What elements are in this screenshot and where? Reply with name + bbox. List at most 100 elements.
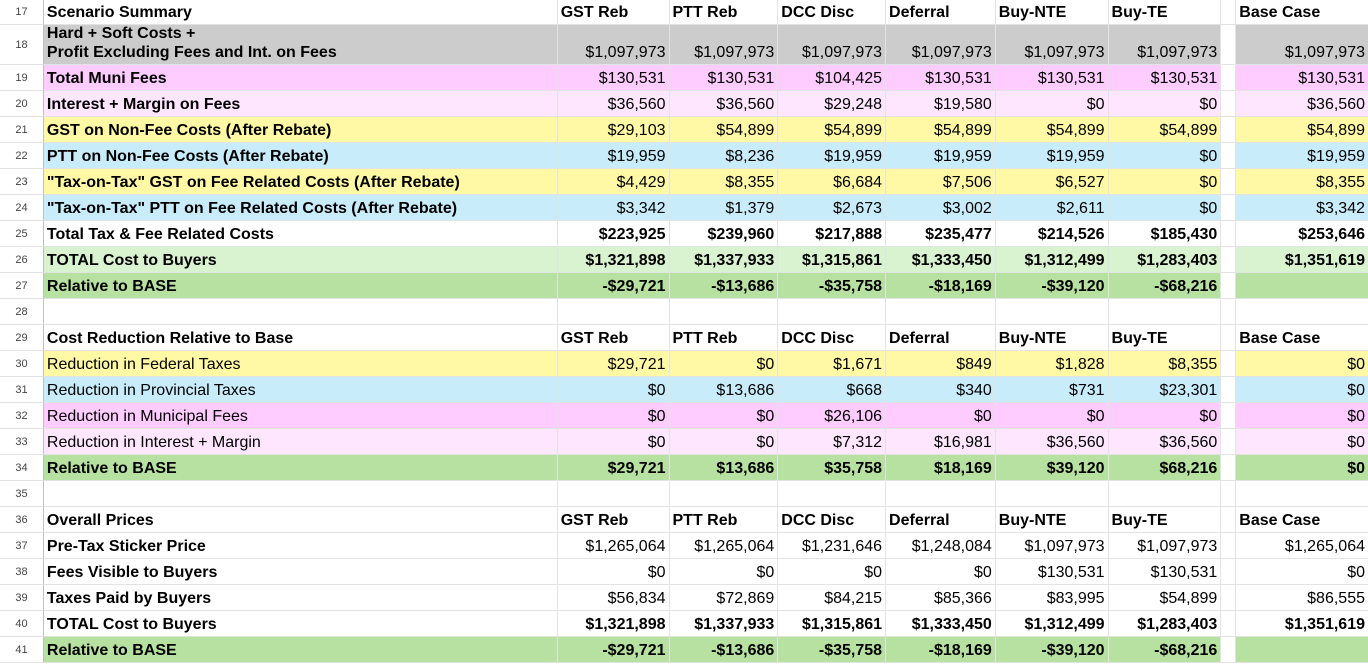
value-cell[interactable]: $6,684 (778, 169, 887, 195)
empty-cell[interactable] (557, 299, 670, 325)
value-cell[interactable]: $1,283,403 (1108, 611, 1222, 637)
value-cell[interactable]: $8,236 (669, 143, 779, 169)
spacer-column[interactable] (1221, 247, 1237, 273)
row-number[interactable]: 38 (0, 559, 44, 585)
value-cell[interactable]: $13,686 (669, 455, 779, 481)
value-cell[interactable]: $19,959 (886, 143, 996, 169)
value-cell[interactable]: $130,531 (995, 559, 1109, 585)
value-cell[interactable]: $1,248,084 (886, 533, 996, 559)
value-cell[interactable]: $54,899 (778, 117, 887, 143)
row-number[interactable]: 25 (0, 221, 44, 247)
spacer-column[interactable] (1221, 533, 1237, 559)
spacer-column[interactable] (1221, 429, 1237, 455)
value-cell[interactable]: $1,315,861 (778, 247, 887, 273)
value-cell[interactable]: $6,527 (995, 169, 1109, 195)
base-value-cell[interactable]: $19,959 (1236, 143, 1368, 169)
base-value-cell[interactable]: $3,342 (1236, 195, 1368, 221)
value-cell[interactable]: $26,106 (778, 403, 887, 429)
value-cell[interactable]: $1,231,646 (778, 533, 887, 559)
spacer-column[interactable] (1221, 91, 1237, 117)
value-cell[interactable]: $1,828 (995, 351, 1109, 377)
row-number[interactable]: 24 (0, 195, 44, 221)
empty-cell[interactable] (778, 481, 887, 507)
value-cell[interactable]: $0 (557, 377, 670, 403)
row-number[interactable]: 19 (0, 65, 44, 91)
spacer-column[interactable] (1221, 299, 1237, 325)
empty-cell[interactable] (778, 299, 887, 325)
value-cell[interactable]: $39,120 (995, 455, 1109, 481)
row-label[interactable]: Reduction in Provincial Taxes (43, 377, 558, 403)
spacer-column[interactable] (1221, 273, 1237, 299)
row-label[interactable]: Interest + Margin on Fees (43, 91, 558, 117)
value-cell[interactable]: $0 (1108, 169, 1222, 195)
row-number[interactable]: 28 (0, 299, 44, 325)
value-cell[interactable]: $54,899 (1108, 585, 1222, 611)
value-cell[interactable]: $340 (886, 377, 996, 403)
value-cell[interactable]: $1,097,973 (886, 25, 996, 65)
row-label[interactable]: Hard + Soft Costs + Profit Excluding Fees… (43, 25, 558, 65)
base-value-cell[interactable]: $1,097,973 (1236, 25, 1368, 65)
row-number[interactable]: 31 (0, 377, 44, 403)
row-number[interactable]: 36 (0, 507, 44, 533)
base-value-cell[interactable]: $0 (1236, 429, 1368, 455)
row-number[interactable]: 32 (0, 403, 44, 429)
column-header[interactable]: Buy-TE (1108, 507, 1222, 533)
value-cell[interactable]: -$35,758 (778, 273, 887, 299)
value-cell[interactable]: $2,673 (778, 195, 887, 221)
value-cell[interactable]: $29,103 (557, 117, 670, 143)
column-header[interactable]: Deferral (886, 0, 996, 25)
row-label[interactable]: PTT on Non-Fee Costs (After Rebate) (43, 143, 558, 169)
value-cell[interactable]: $0 (669, 351, 779, 377)
value-cell[interactable]: $3,342 (557, 195, 670, 221)
value-cell[interactable]: $217,888 (778, 221, 887, 247)
column-header[interactable]: PTT Reb (669, 0, 779, 25)
spacer-column[interactable] (1221, 403, 1237, 429)
value-cell[interactable]: $1,671 (778, 351, 887, 377)
column-header[interactable]: PTT Reb (669, 325, 779, 351)
value-cell[interactable]: $0 (1108, 91, 1222, 117)
section-title[interactable]: Cost Reduction Relative to Base (43, 325, 558, 351)
spacer-column[interactable] (1221, 221, 1237, 247)
value-cell[interactable]: $36,560 (557, 91, 670, 117)
base-value-cell[interactable]: $8,355 (1236, 169, 1368, 195)
row-number[interactable]: 35 (0, 481, 44, 507)
spacer-column[interactable] (1221, 585, 1237, 611)
value-cell[interactable]: $1,337,933 (669, 611, 779, 637)
empty-cell[interactable] (669, 481, 779, 507)
row-number[interactable]: 34 (0, 455, 44, 481)
spacer-column[interactable] (1221, 559, 1237, 585)
value-cell[interactable]: $1,333,450 (886, 247, 996, 273)
value-cell[interactable]: $1,097,973 (669, 25, 779, 65)
spacer-column[interactable] (1221, 195, 1237, 221)
value-cell[interactable]: $0 (995, 91, 1109, 117)
section-title[interactable]: Scenario Summary (43, 0, 558, 25)
value-cell[interactable]: $0 (1108, 143, 1222, 169)
row-label[interactable]: Reduction in Interest + Margin (43, 429, 558, 455)
value-cell[interactable]: -$39,120 (995, 273, 1109, 299)
value-cell[interactable]: $239,960 (669, 221, 779, 247)
row-number[interactable]: 20 (0, 91, 44, 117)
value-cell[interactable]: $36,560 (1108, 429, 1222, 455)
row-label[interactable]: "Tax-on-Tax" GST on Fee Related Costs (A… (43, 169, 558, 195)
base-value-cell[interactable]: $1,351,619 (1236, 247, 1368, 273)
value-cell[interactable]: $130,531 (886, 65, 996, 91)
value-cell[interactable]: -$35,758 (778, 637, 887, 663)
value-cell[interactable]: $1,315,861 (778, 611, 887, 637)
row-number[interactable]: 29 (0, 325, 44, 351)
value-cell[interactable]: $0 (669, 429, 779, 455)
column-header[interactable]: DCC Disc (778, 507, 887, 533)
column-header[interactable]: Deferral (886, 507, 996, 533)
value-cell[interactable]: $0 (778, 559, 887, 585)
row-label[interactable]: Relative to BASE (43, 455, 558, 481)
value-cell[interactable]: $1,097,973 (1108, 533, 1222, 559)
base-value-cell[interactable]: $0 (1236, 559, 1368, 585)
value-cell[interactable]: $1,097,973 (557, 25, 670, 65)
base-value-cell[interactable]: $0 (1236, 377, 1368, 403)
value-cell[interactable]: $731 (995, 377, 1109, 403)
value-cell[interactable]: $0 (886, 559, 996, 585)
value-cell[interactable]: $235,477 (886, 221, 996, 247)
base-value-cell[interactable]: $1,265,064 (1236, 533, 1368, 559)
row-label[interactable]: Reduction in Municipal Fees (43, 403, 558, 429)
value-cell[interactable]: $1,321,898 (557, 247, 670, 273)
base-value-cell[interactable]: $86,555 (1236, 585, 1368, 611)
